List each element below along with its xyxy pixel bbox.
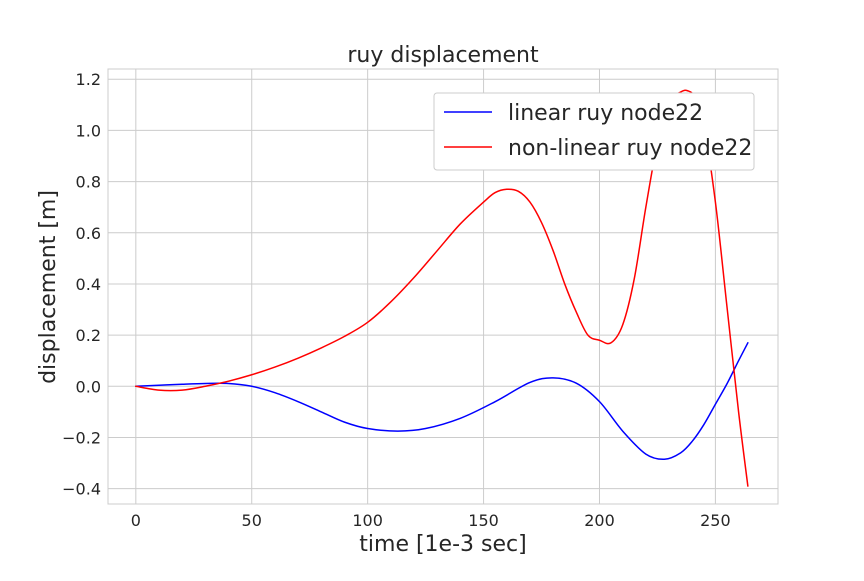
legend-label-linear: linear ruy node22	[508, 101, 703, 126]
series-lines	[135, 89, 749, 487]
x-tick-label: 250	[700, 511, 731, 530]
plot-frame	[107, 68, 779, 505]
chart-title: ruy displacement	[347, 43, 539, 68]
x-tick-label: 150	[468, 511, 499, 530]
y-tick-label: 1.2	[76, 70, 101, 89]
y-tick-label: 0.6	[76, 224, 101, 243]
y-tick-label: −0.2	[62, 428, 101, 447]
series-line-nonlinear	[135, 89, 749, 487]
y-tick-label: 0.8	[76, 173, 101, 192]
tick-labels: 0 50 100 150 200 250 −0.4 −0.2 0.0 0.2 0.4 0.6 0.8 1.…	[62, 70, 731, 530]
legend-box	[433, 92, 755, 171]
y-tick-label: −0.4	[62, 480, 101, 499]
legend-label-nonlinear: non-linear ruy node22	[508, 136, 752, 161]
x-axis-label: time [1e-3 sec]	[359, 532, 526, 557]
y-tick-label: 0.4	[76, 275, 101, 294]
series-line-linear	[135, 342, 749, 461]
y-tick-label: 0.2	[76, 326, 101, 345]
x-tick-label: 0	[131, 511, 141, 530]
y-tick-label: 1.0	[76, 121, 101, 140]
y-axis-label: displacement [m]	[36, 190, 61, 384]
legend: linear ruy node22 non-linear ruy node22	[433, 92, 755, 171]
y-tick-label: 0.0	[76, 377, 101, 396]
x-tick-label: 200	[584, 511, 615, 530]
x-tick-label: 50	[242, 511, 262, 530]
x-tick-label: 100	[352, 511, 383, 530]
